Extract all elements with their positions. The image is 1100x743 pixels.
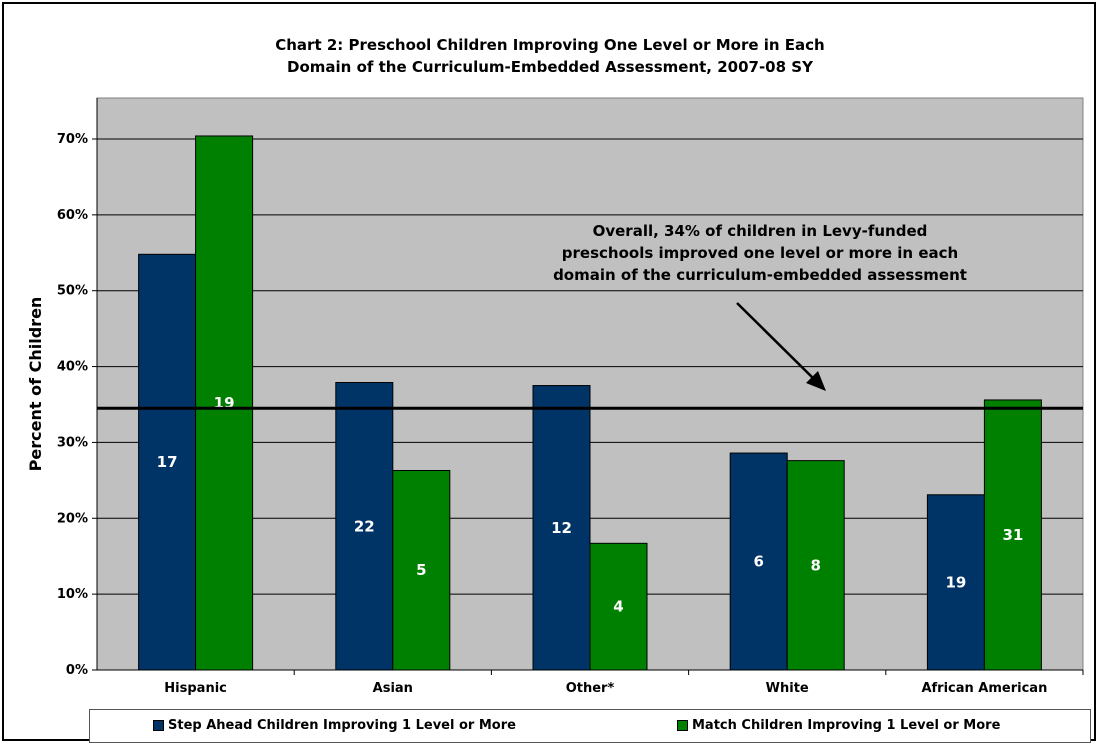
x-tick-label: Asian [373,681,413,696]
bar-data-label: 8 [810,556,820,574]
y-tick-label: 20% [57,511,88,526]
bar-data-label: 5 [416,561,426,579]
chart-title-line-2: Domain of the Curriculum-Embedded Assess… [287,58,813,76]
legend-item-step-ahead: Step Ahead Children Improving 1 Level or… [153,718,516,733]
bar-data-label: 6 [753,553,763,571]
bar-match-hispanic [195,135,254,671]
x-tick-label: Hispanic [164,681,227,696]
legend-label-step-ahead: Step Ahead Children Improving 1 Level or… [168,718,516,733]
bar-data-label: 31 [1002,526,1023,544]
legend-label-match: Match Children Improving 1 Level or More [692,718,1001,733]
legend-swatch-step-ahead [153,720,164,731]
y-tick-label: 10% [57,587,88,602]
bar-step-ahead-african-american [926,494,985,671]
bar-step-ahead-other- [532,385,591,671]
annotation-text-line: domain of the curriculum-embedded assess… [553,266,967,284]
x-tick-label: Other* [566,681,615,696]
bar-step-ahead-white [729,452,788,671]
bar-data-label: 22 [354,517,375,535]
y-tick-label: 40% [57,360,88,375]
legend-item-match: Match Children Improving 1 Level or More [677,718,1000,733]
bar-match-white [786,460,845,671]
x-tick-label: White [766,681,809,696]
bar-data-label: 17 [157,453,178,471]
y-tick-label: 60% [57,208,88,223]
y-tick-label: 0% [66,663,88,678]
annotation-arrow-line [736,302,819,384]
y-tick-label: 50% [57,284,88,299]
bar-match-other- [589,542,648,671]
legend-swatch-match [677,720,688,731]
x-tick-label: African American [921,681,1047,696]
y-axis-label: Percent of Children [26,297,45,472]
bar-data-label: 4 [613,598,623,616]
chart-title-line-1: Chart 2: Preschool Children Improving On… [275,36,825,54]
annotation-text-line: preschools improved one level or more in… [562,244,958,262]
bar-data-label: 19 [945,573,966,591]
annotation-text-line: Overall, 34% of children in Levy-funded [593,222,928,240]
legend: Step Ahead Children Improving 1 Level or… [89,709,1091,743]
bar-match-african-american [983,399,1042,671]
annotation-arrow-head [806,371,826,391]
bar-match-asian [392,469,451,671]
y-tick-label: 30% [57,435,88,450]
y-tick-label: 70% [57,132,88,147]
bar-data-label: 12 [551,519,572,537]
